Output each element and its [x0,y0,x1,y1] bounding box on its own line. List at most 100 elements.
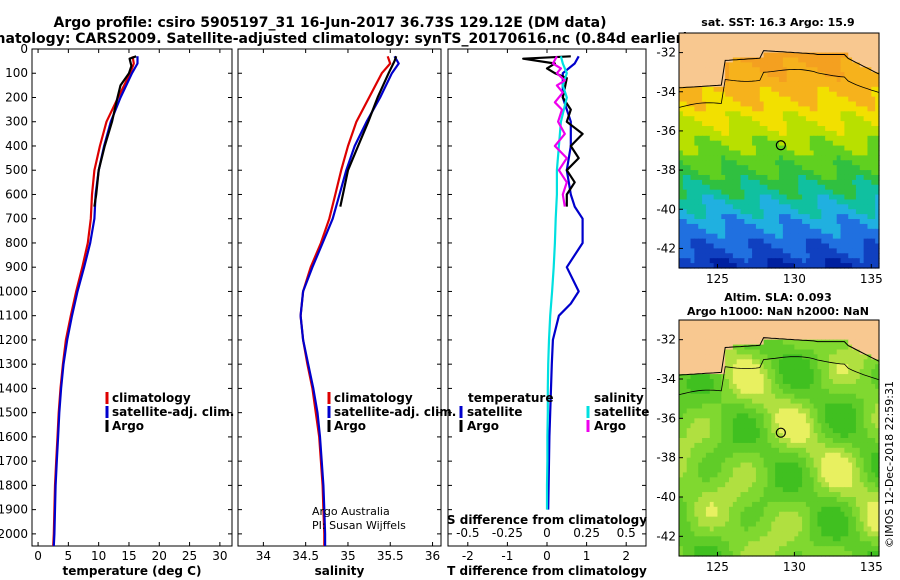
map-cell [802,258,807,264]
map-cell [740,383,745,390]
map-cell [829,179,834,186]
map-cell [798,501,803,508]
map-cell [771,184,776,191]
map-cell [786,160,792,166]
map-cell [755,442,761,449]
map-cell [732,379,738,385]
map-cell [763,492,769,498]
map-cell [855,516,861,523]
map-cell [763,258,769,264]
map-cell [779,462,784,469]
map-cell [840,204,845,210]
map-cell [694,452,699,459]
map-cell [740,52,745,59]
map-cell [782,228,788,235]
map-cell [709,253,715,259]
map-cell [840,349,845,356]
map-cell [748,155,753,161]
map-cell [752,447,757,454]
map-cell [679,33,684,39]
map-cell [717,447,722,454]
map-cell [775,369,780,375]
map-cell [729,462,734,469]
map-cell [744,243,749,250]
map-cell [855,462,861,469]
map-cell [771,165,776,171]
map-cell [798,472,803,478]
map-cell [782,238,788,245]
map-cell [690,62,695,68]
map-cell [813,130,819,137]
map-cell [763,403,769,410]
map-cell [682,418,688,424]
map-cell [817,253,822,259]
map-cell [829,354,834,360]
map-cell [855,482,861,488]
map-cell [794,170,799,176]
map-cell [694,511,699,518]
map-cell [694,482,699,488]
map-cell [679,77,684,83]
map-cell [809,111,815,117]
map-cell [775,501,780,508]
map-cell [763,101,769,108]
map-cell [698,457,703,464]
map-cell [840,462,845,469]
map-cell [863,369,869,375]
map-cell [767,349,772,356]
map-cell [825,506,830,513]
map-cell [825,77,830,83]
map-cell [832,433,838,439]
map-cell [790,487,795,493]
map-cell [871,126,876,132]
map-cell [694,238,699,245]
map-cell [702,364,707,370]
map-cell [690,438,695,444]
map-cell [775,165,780,171]
map-cell [698,526,703,533]
t-satellite-diff-line [547,55,584,510]
map-cell [840,442,845,449]
map-cell [752,238,757,245]
map-cell [744,433,749,439]
map-cell [779,130,784,137]
map-cell [832,174,838,181]
map-cell [802,135,807,142]
map-cell [829,170,834,176]
map-cell [805,214,811,220]
map-cell [786,423,792,429]
map-cell [802,160,807,166]
map-cell [686,438,692,444]
map-cell [867,219,872,225]
map-cell [721,101,726,108]
map-cell [682,155,688,161]
map-cell [698,320,703,326]
map-cell [709,42,715,49]
map-cell [732,81,738,88]
map-cell [740,320,745,326]
map-cell [832,111,838,117]
map-cell [875,91,880,98]
map-cell [794,472,799,478]
map-cell [740,511,745,518]
map-cell [748,511,753,518]
map-cell [829,398,834,405]
map-cell [705,413,711,419]
map-cell [694,418,699,424]
difference-legend: temperature satellite Argo salinity sate… [459,391,649,433]
map-cell [817,160,822,166]
map-cell [863,258,869,264]
map-cell [782,160,788,166]
map-cell [786,447,792,454]
map-cell [809,369,815,375]
map-cell [771,101,776,108]
map-cell [763,194,769,201]
map-cell [825,140,830,147]
map-cell [702,408,707,415]
map-cell [725,248,730,254]
map-cell [775,506,780,513]
map-cell [863,457,869,464]
map-cell [679,72,684,78]
map-cell [736,253,742,259]
map-cell [790,418,795,424]
